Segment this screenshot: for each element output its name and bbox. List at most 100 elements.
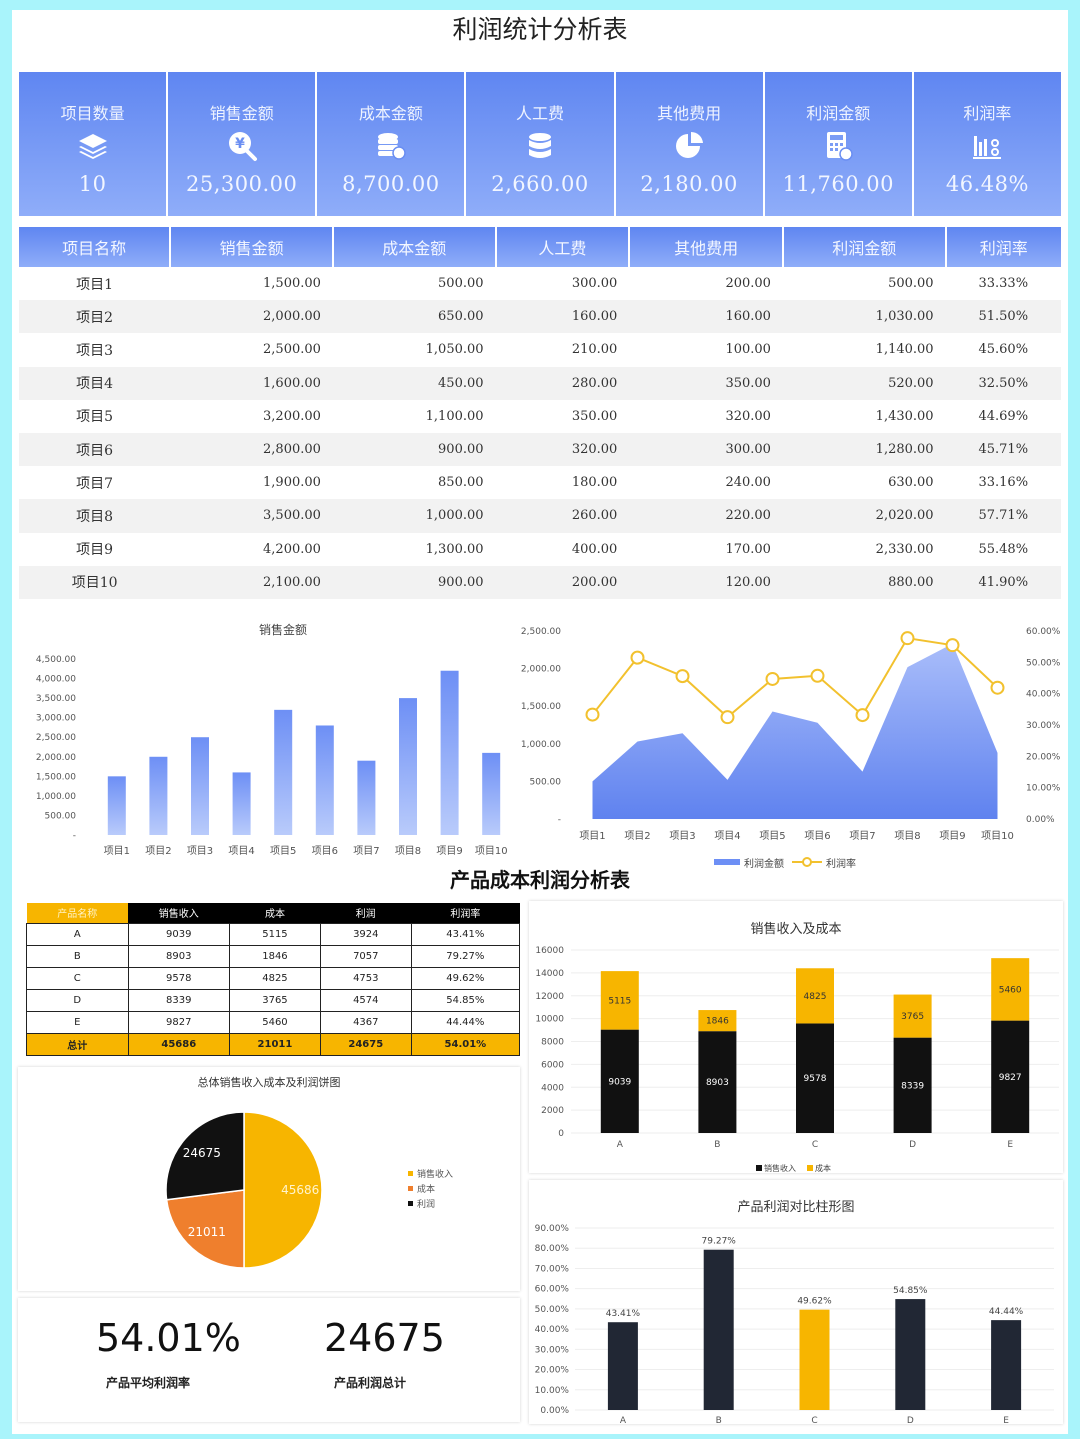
table-cell: 1,300.00 bbox=[425, 541, 484, 557]
table-cell: 1,140.00 bbox=[875, 342, 934, 358]
x-tick-label: E bbox=[1007, 1140, 1013, 1150]
y-left-tick-label: 1,500.00 bbox=[521, 702, 561, 712]
database-icon bbox=[528, 133, 551, 158]
table-cell: 项目10 bbox=[19, 565, 171, 599]
product-cell: 5115 bbox=[229, 922, 321, 946]
y-tick-label: 4000 bbox=[541, 1083, 564, 1093]
table-cell: 320.00 bbox=[495, 432, 630, 467]
chart-title: 总体销售收入成本及利润饼图 bbox=[198, 1075, 341, 1089]
chart-title: 产品利润对比柱形图 bbox=[737, 1200, 854, 1215]
project-table: 项目名称 销售金额 成本金额 人工费 其他费用 利润金额 利润率 项目1 1,50… bbox=[19, 227, 1061, 599]
y-left-tick-label: 2,500.00 bbox=[521, 627, 561, 637]
kpi-label: 人工费 bbox=[515, 104, 564, 123]
table-cell: 项目6 bbox=[19, 432, 171, 467]
coins-icon bbox=[377, 133, 406, 160]
product-row: E 9827 5460 4367 44.44% bbox=[26, 1010, 521, 1034]
table-cell: 1,600.00 bbox=[170, 366, 333, 400]
table-row: 项目10 2,100.00 900.00 200.00 120.00 880.00 41.9… bbox=[19, 565, 1061, 599]
table-cell: 350.00 bbox=[629, 366, 783, 400]
table-cell: 2,500.00 bbox=[263, 342, 321, 358]
product-cell: 9827 bbox=[127, 1010, 231, 1034]
kpi-label: 项目数量 bbox=[60, 104, 125, 123]
x-tick-label: 项目9 bbox=[939, 830, 965, 842]
kpi-label: 成本金额 bbox=[358, 104, 423, 123]
sales-value-label: 8903 bbox=[706, 1078, 729, 1088]
sales-value-label: 9039 bbox=[608, 1077, 631, 1087]
table-cell: 1,280.00 bbox=[782, 432, 946, 467]
kpi-value: 2,180.00 bbox=[640, 172, 738, 196]
kpi-value: 25,300.00 bbox=[186, 172, 298, 196]
kpi-strip: 项目数量 10 销售金额 ¥ 25,300.00 成本金额 8,700.00 人… bbox=[19, 72, 1061, 216]
rate-point bbox=[810, 668, 825, 683]
product-cell: 4825 bbox=[229, 966, 321, 990]
x-tick-label: 项目3 bbox=[187, 845, 213, 857]
y-tick-label: 70.00% bbox=[535, 1264, 570, 1274]
table-cell: 880.00 bbox=[782, 565, 946, 599]
y-tick-label: 3,000.00 bbox=[36, 714, 76, 724]
legend-swatch bbox=[408, 1201, 413, 1206]
kpi-labor: 人工费 2,660.00 bbox=[466, 72, 614, 216]
product-cell: 4367 bbox=[319, 1010, 412, 1034]
kpi-project-count: 项目数量 10 bbox=[19, 72, 167, 216]
table-cell: 41.90% bbox=[945, 565, 1061, 599]
pie-value-label: 45686 bbox=[281, 1183, 319, 1197]
sales-value-label: 9827 bbox=[999, 1073, 1022, 1083]
bar bbox=[357, 760, 376, 835]
y-tick-label: 4,000.00 bbox=[36, 675, 76, 685]
y-tick-label: 40.00% bbox=[535, 1325, 570, 1335]
x-tick-label: A bbox=[620, 1416, 627, 1424]
y-tick-label: 1,500.00 bbox=[36, 772, 76, 782]
cost-value-label: 1846 bbox=[706, 1017, 729, 1027]
col-header: 项目名称 bbox=[19, 227, 172, 267]
table-cell: 210.00 bbox=[571, 342, 618, 358]
kpi-profit: 利润金额 11,760.00 bbox=[764, 72, 912, 216]
data-label: 79.27% bbox=[702, 1237, 737, 1247]
y-left-tick-label: - bbox=[558, 815, 561, 825]
x-tick-label: 项目6 bbox=[804, 830, 830, 842]
rate-point bbox=[990, 680, 1005, 695]
bar bbox=[315, 725, 334, 835]
kpi-cost: 成本金额 8,700.00 bbox=[317, 72, 465, 216]
bar bbox=[232, 772, 251, 835]
col-header: 销售金额 bbox=[170, 227, 334, 267]
col-header: 利润 bbox=[320, 903, 412, 923]
pie-slice bbox=[165, 1189, 245, 1269]
x-tick-label: 项目6 bbox=[312, 845, 338, 857]
table-cell: 32.50% bbox=[945, 366, 1061, 400]
table-cell: 450.00 bbox=[332, 366, 496, 400]
x-tick-label: 项目5 bbox=[759, 830, 785, 842]
profit-total-kpi: 24675 产品利润总计 bbox=[324, 1316, 445, 1391]
kpi-value: 10 bbox=[78, 172, 107, 196]
x-tick-label: 项目2 bbox=[624, 830, 650, 842]
table-cell: 350.00 bbox=[571, 408, 618, 424]
page-title: 利润统计分析表 bbox=[452, 15, 628, 44]
kpi-label: 利润金额 bbox=[806, 104, 871, 123]
rate-point bbox=[720, 710, 735, 725]
y-tick-label: 10000 bbox=[535, 1015, 564, 1025]
y-tick-label: 3,500.00 bbox=[36, 694, 76, 704]
product-cell: 79.27% bbox=[410, 944, 521, 968]
total-cell: 总计 bbox=[26, 1032, 129, 1056]
rate-bar bbox=[703, 1249, 734, 1410]
total-cell: 54.01% bbox=[410, 1032, 521, 1056]
cost-bar bbox=[600, 971, 639, 1030]
data-label: 54.85% bbox=[893, 1286, 928, 1296]
cost-bar bbox=[796, 968, 834, 1024]
legend-line-marker bbox=[802, 857, 812, 867]
y-tick-label: 2000 bbox=[541, 1106, 564, 1116]
sales-value-label: 9578 bbox=[804, 1074, 827, 1084]
cost-value-label: 5460 bbox=[999, 985, 1022, 995]
col-header: 人工费 bbox=[495, 227, 631, 267]
pie-value-label: 21011 bbox=[188, 1225, 226, 1239]
pie-icon bbox=[676, 131, 704, 158]
y-left-tick-label: 2,000.00 bbox=[521, 665, 561, 675]
y-right-tick-label: 50.00% bbox=[1026, 658, 1061, 668]
kpi-rate: 利润率 46.48% bbox=[913, 72, 1061, 216]
cost-value-label: 3765 bbox=[901, 1012, 924, 1022]
table-cell: 220.00 bbox=[629, 499, 783, 533]
table-cell: 项目3 bbox=[76, 342, 114, 359]
bar bbox=[191, 737, 209, 835]
table-cell: 100.00 bbox=[725, 342, 771, 358]
sales-bar bbox=[698, 1031, 737, 1133]
